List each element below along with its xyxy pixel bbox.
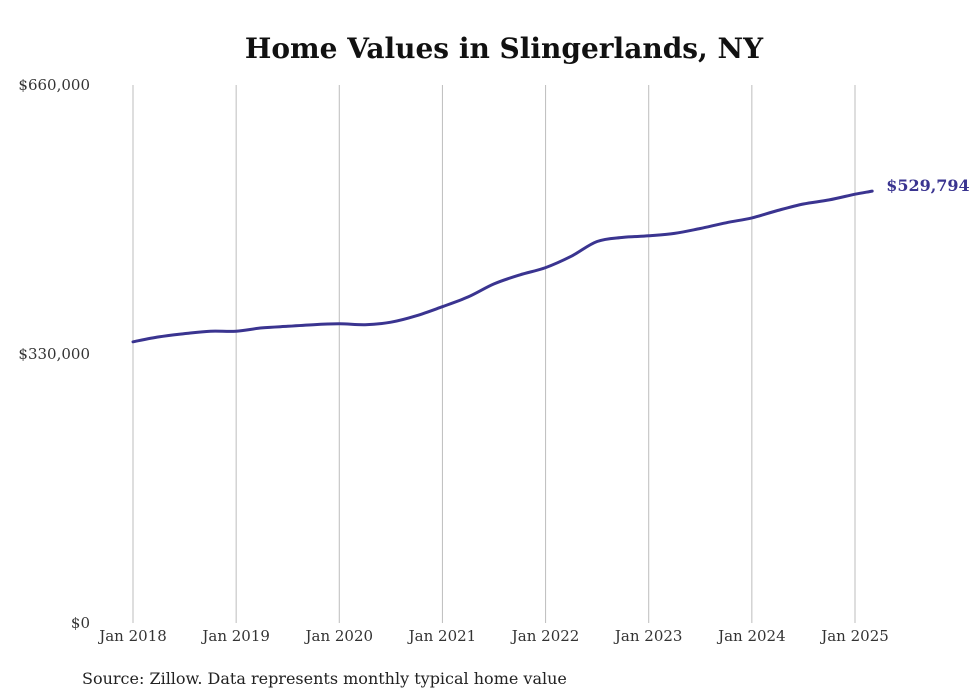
- plot-area: $529,794: [131, 176, 970, 344]
- x-tick-label: Jan 2021: [407, 627, 477, 645]
- series-line: [131, 189, 874, 344]
- x-tick-label: Jan 2023: [613, 627, 683, 645]
- end-value-label: $529,794: [886, 176, 970, 195]
- source-note: Source: Zillow. Data represents monthly …: [82, 669, 567, 688]
- x-tick-label: Jan 2019: [200, 627, 270, 645]
- chart-title: Home Values in Slingerlands, NY: [245, 32, 764, 65]
- y-axis-ticks: $0 $330,000 $660,000: [18, 76, 90, 632]
- x-tick-label: Jan 2022: [510, 627, 580, 645]
- x-tick-label: Jan 2018: [97, 627, 167, 645]
- y-tick-label: $0: [71, 614, 90, 632]
- y-tick-label: $330,000: [18, 345, 90, 363]
- x-tick-label: Jan 2024: [716, 627, 786, 645]
- y-tick-label: $660,000: [18, 76, 90, 94]
- x-axis-ticks: Jan 2018 Jan 2019 Jan 2020 Jan 2021 Jan 2022…: [97, 627, 889, 645]
- grid-lines: [132, 85, 856, 623]
- x-tick-label: Jan 2025: [819, 627, 889, 645]
- x-tick-label: Jan 2020: [304, 627, 374, 645]
